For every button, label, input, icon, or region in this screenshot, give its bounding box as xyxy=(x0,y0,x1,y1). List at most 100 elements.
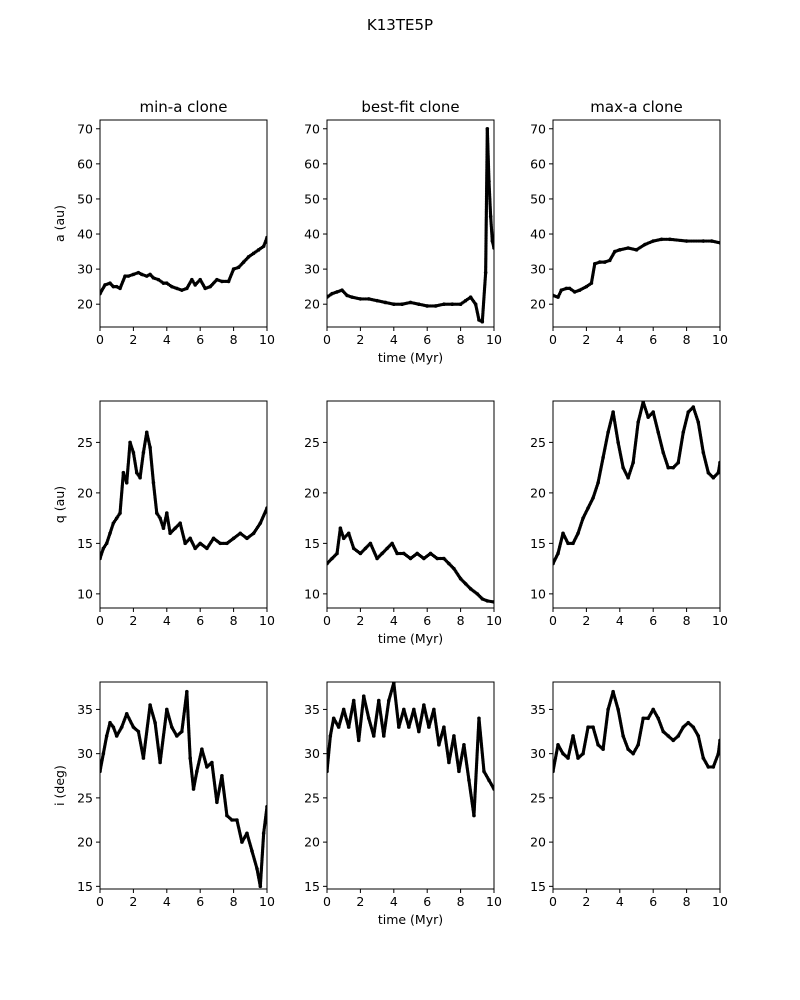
series-trace-dot xyxy=(192,281,196,285)
series-trace-dot xyxy=(715,472,719,476)
panel-title: best-fit clone xyxy=(361,98,459,116)
series-trace-dot xyxy=(621,464,625,468)
y-tick-label: 30 xyxy=(77,746,93,761)
series-trace-dot xyxy=(716,240,720,245)
series-trace-dot xyxy=(558,290,563,294)
series-trace-dot xyxy=(344,292,348,296)
y-axis-label: q (au) xyxy=(52,486,67,523)
series-trace-dot xyxy=(427,552,431,557)
series-group xyxy=(327,126,494,324)
series-trace-dot xyxy=(716,753,720,757)
x-tick-label: 8 xyxy=(230,894,238,909)
series-trace-dot xyxy=(329,558,333,562)
series-trace-dot xyxy=(400,551,404,556)
x-tick-label: 6 xyxy=(196,894,204,909)
x-tick-label: 2 xyxy=(356,613,364,628)
series-trace-dot xyxy=(680,726,685,731)
y-tick-label: 20 xyxy=(77,835,93,850)
series-trace-dot xyxy=(218,279,222,283)
x-tick-label: 4 xyxy=(163,894,171,909)
x-tick-label: 8 xyxy=(457,894,465,909)
series-trace-dot xyxy=(155,509,159,514)
series-trace-dot xyxy=(194,771,199,775)
x-tick-label: 6 xyxy=(196,613,204,628)
y-tick-label: 15 xyxy=(530,536,546,551)
series-trace-dot xyxy=(160,280,164,284)
series-group xyxy=(100,430,267,561)
series-trace-dot xyxy=(432,304,436,308)
series-trace-dot xyxy=(172,527,176,532)
series-trace-dot xyxy=(334,553,338,557)
series-trace-dot xyxy=(141,452,145,456)
series-trace-dot xyxy=(382,300,386,304)
series-trace-dot xyxy=(146,273,151,277)
series-trace-dot xyxy=(102,284,106,288)
series-trace-dot xyxy=(490,600,494,604)
series-trace-dot xyxy=(440,556,444,561)
series-trace-dot xyxy=(244,535,248,539)
series-trace-dot xyxy=(695,732,700,737)
series-trace-dot xyxy=(328,735,332,740)
panel-6: 0 2 4 6 8 10 15 20 25 30 35 i (deg) xyxy=(52,681,275,909)
y-tick-label: 30 xyxy=(77,262,93,277)
y-tick-label: 60 xyxy=(304,156,320,171)
series-trace-dot xyxy=(260,245,264,250)
y-tick-label: 20 xyxy=(530,835,546,850)
series-trace-dot xyxy=(178,287,182,292)
series-trace-dot xyxy=(225,279,229,283)
x-tick-label: 8 xyxy=(457,332,465,347)
y-tick-label: 25 xyxy=(304,790,320,805)
series-trace-dot xyxy=(131,449,135,453)
series-trace-dot xyxy=(111,523,115,527)
series-trace-dot xyxy=(624,246,629,251)
series-trace-dot xyxy=(681,432,685,436)
series-trace-dot xyxy=(113,518,118,522)
x-tick-label: 8 xyxy=(230,332,238,347)
series-trace-dot xyxy=(486,777,490,781)
series-trace-dot xyxy=(103,543,108,547)
series-trace-dot xyxy=(151,479,155,483)
x-tick-label: 10 xyxy=(712,613,728,628)
series-trace-dot xyxy=(264,237,267,241)
series-trace-dot xyxy=(407,301,411,305)
series-trace-dot xyxy=(583,285,587,290)
x-tick-label: 2 xyxy=(582,894,590,909)
series-trace-dot xyxy=(379,553,383,557)
y-tick-label: 35 xyxy=(530,702,546,717)
x-tick-label: 10 xyxy=(259,894,275,909)
series-trace-dot xyxy=(333,290,337,295)
y-tick-label: 20 xyxy=(530,485,546,500)
x-tick-label: 0 xyxy=(549,332,557,347)
x-tick-label: 6 xyxy=(649,613,657,628)
series-trace-dot xyxy=(487,178,491,182)
series-trace-dot xyxy=(451,565,455,569)
y-tick-label: 20 xyxy=(530,297,546,312)
series-trace-dot xyxy=(202,285,206,289)
x-tick-label: 10 xyxy=(486,613,502,628)
series-trace-dot xyxy=(590,497,594,501)
series-trace-dot xyxy=(606,432,610,436)
series-trace-dot xyxy=(566,286,570,291)
x-axis-label: time (Myr) xyxy=(378,912,443,927)
series-trace-dot xyxy=(700,239,704,243)
series-trace-dot xyxy=(357,296,361,301)
y-tick-label: 25 xyxy=(77,435,93,450)
x-axis-label: time (Myr) xyxy=(378,631,443,646)
series-trace-dot xyxy=(701,754,705,759)
series-trace-dot xyxy=(135,271,139,275)
y-tick-label: 30 xyxy=(304,746,320,761)
series-trace-dot xyxy=(473,301,477,305)
x-tick-label: 6 xyxy=(423,894,431,909)
y-tick-label: 10 xyxy=(77,586,93,601)
x-tick-label: 10 xyxy=(486,894,502,909)
series-trace-dot xyxy=(386,700,391,704)
series-trace-dot xyxy=(107,533,112,537)
y-tick-label: 30 xyxy=(530,746,546,761)
series-trace-dot xyxy=(351,545,355,549)
axes-frame xyxy=(326,119,495,328)
series-trace-dot xyxy=(110,283,114,288)
series-trace-dot xyxy=(423,303,428,308)
series-trace-dot xyxy=(384,548,388,552)
series-trace-dot xyxy=(595,482,600,487)
x-tick-label: 2 xyxy=(582,613,590,628)
